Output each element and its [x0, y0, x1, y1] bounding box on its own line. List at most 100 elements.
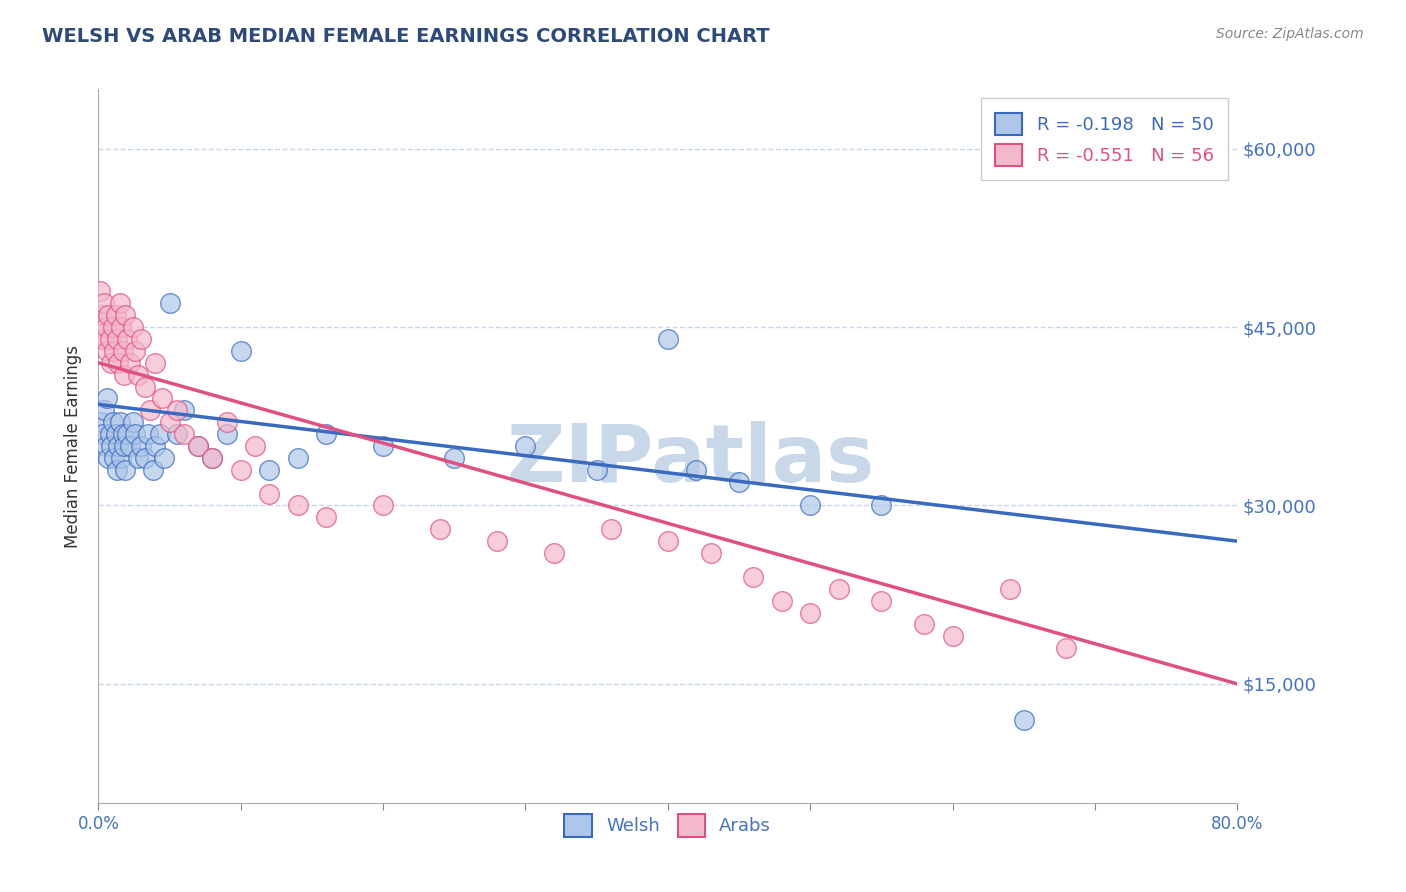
Point	[728, 475, 751, 489]
Point	[127, 368, 149, 382]
Point	[96, 392, 118, 406]
Point	[121, 320, 143, 334]
Point	[1012, 713, 1035, 727]
Point	[124, 343, 146, 358]
Point	[1056, 641, 1078, 656]
Point	[141, 463, 163, 477]
Point	[229, 343, 252, 358]
Point	[94, 320, 117, 334]
Point	[100, 439, 122, 453]
Point	[101, 320, 124, 334]
Point	[373, 499, 395, 513]
Point	[107, 439, 129, 453]
Point	[657, 534, 679, 549]
Point	[145, 356, 167, 370]
Point	[127, 450, 149, 465]
Point	[201, 450, 224, 465]
Point	[600, 522, 623, 536]
Point	[90, 308, 112, 322]
Point	[942, 629, 965, 643]
Point	[515, 439, 537, 453]
Point	[89, 285, 111, 299]
Point	[429, 522, 451, 536]
Point	[315, 427, 337, 442]
Point	[121, 415, 143, 429]
Point	[114, 463, 136, 477]
Text: ZIPatlas: ZIPatlas	[506, 421, 875, 500]
Point	[287, 499, 309, 513]
Point	[315, 510, 337, 524]
Point	[543, 546, 565, 560]
Point	[870, 593, 893, 607]
Point	[145, 439, 167, 453]
Point	[149, 427, 172, 442]
Point	[152, 392, 174, 406]
Point	[129, 439, 152, 453]
Point	[90, 415, 112, 429]
Point	[118, 356, 141, 370]
Point	[699, 546, 721, 560]
Point	[105, 332, 128, 346]
Point	[153, 450, 176, 465]
Point	[98, 427, 121, 442]
Point	[870, 499, 893, 513]
Point	[486, 534, 509, 549]
Point	[912, 617, 935, 632]
Point	[104, 308, 127, 322]
Point	[657, 332, 679, 346]
Point	[166, 427, 188, 442]
Point	[115, 427, 138, 442]
Point	[685, 463, 707, 477]
Point	[108, 415, 131, 429]
Point	[100, 356, 122, 370]
Point	[187, 439, 209, 453]
Point	[115, 332, 138, 346]
Text: WELSH VS ARAB MEDIAN FEMALE EARNINGS CORRELATION CHART: WELSH VS ARAB MEDIAN FEMALE EARNINGS COR…	[42, 27, 770, 45]
Point	[91, 427, 114, 442]
Point	[443, 450, 465, 465]
Point	[96, 343, 118, 358]
Point	[111, 343, 134, 358]
Point	[103, 343, 125, 358]
Point	[104, 427, 127, 442]
Point	[138, 403, 160, 417]
Point	[124, 427, 146, 442]
Legend: Welsh, Arabs: Welsh, Arabs	[557, 807, 779, 844]
Point	[97, 450, 120, 465]
Point	[112, 439, 135, 453]
Point	[105, 463, 128, 477]
Point	[243, 439, 266, 453]
Point	[112, 368, 135, 382]
Point	[103, 450, 125, 465]
Point	[229, 463, 252, 477]
Point	[187, 439, 209, 453]
Point	[111, 427, 134, 442]
Point	[108, 296, 131, 310]
Point	[166, 403, 188, 417]
Point	[129, 332, 152, 346]
Y-axis label: Median Female Earnings: Median Female Earnings	[65, 344, 83, 548]
Point	[259, 486, 281, 500]
Point	[770, 593, 793, 607]
Point	[373, 439, 395, 453]
Point	[259, 463, 281, 477]
Point	[101, 415, 124, 429]
Point	[93, 403, 115, 417]
Point	[585, 463, 607, 477]
Point	[159, 296, 181, 310]
Point	[134, 379, 156, 393]
Point	[98, 332, 121, 346]
Point	[110, 450, 132, 465]
Point	[215, 427, 238, 442]
Point	[998, 582, 1021, 596]
Point	[107, 356, 129, 370]
Point	[118, 439, 141, 453]
Point	[97, 308, 120, 322]
Point	[134, 450, 156, 465]
Point	[173, 403, 195, 417]
Point	[173, 427, 195, 442]
Point	[742, 570, 765, 584]
Point	[114, 308, 136, 322]
Point	[93, 296, 115, 310]
Point	[91, 332, 114, 346]
